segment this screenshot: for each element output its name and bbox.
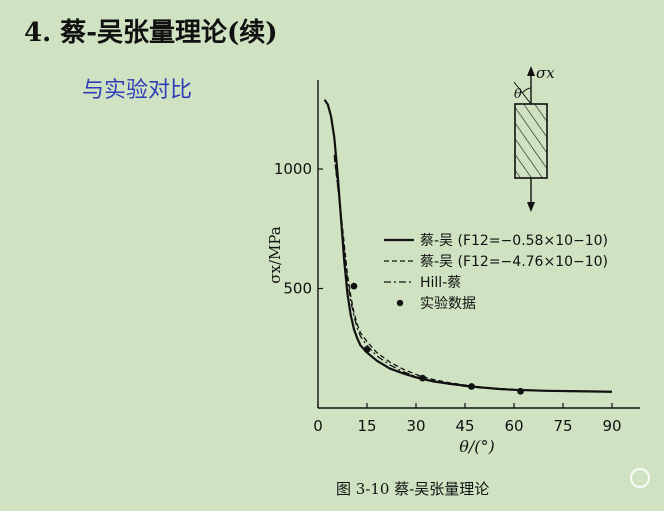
inset-stress-label: σx [536,64,555,82]
inset-angle-label: θ [514,87,522,102]
x-tick-label: 60 [504,417,523,435]
x-tick-label: 30 [406,417,425,435]
series-line-dashdot [333,154,613,393]
x-tick-label: 75 [553,417,572,435]
x-tick-label: 15 [357,417,376,435]
legend: 蔡-吴 (F12=−0.58×10−10) 蔡-吴 (F12=−4.76×10−… [384,233,608,312]
figure-caption: 图 3-10 蔡-吴张量理论 [336,480,489,498]
series-line-dashed [333,156,613,393]
experiment-point [350,282,358,290]
y-axis-label: σx/MPa [266,226,284,284]
specimen-rect [514,103,548,179]
slide-subtitle: 与实验对比 [82,78,193,103]
legend-label-solid: 蔡-吴 (F12=−0.58×10−10) [420,233,608,249]
experiment-point [363,346,371,353]
y-tick-label: 500 [283,280,312,298]
experiment-point [419,374,426,382]
y-tick-label: 1000 [274,160,312,178]
axis-ticks: 0 15 30 45 60 75 90 500 1000 [274,160,622,435]
legend-swatch-points [396,299,404,307]
specimen-inset: σx θ [513,64,555,212]
points-group [350,282,524,395]
experiment-point [517,387,524,395]
slide-title: 4. 蔡-吴张量理论(续) [24,18,278,48]
gear-icon [630,468,650,488]
legend-label-dashdot: Hill-蔡 [420,275,461,291]
legend-label-dashed: 蔡-吴 (F12=−4.76×10−10) [420,254,608,270]
experiment-point [468,383,475,390]
curves-group [323,99,613,393]
x-axis-label: θ/(°) [459,437,495,456]
x-tick-label: 0 [313,417,323,435]
watermark [630,468,654,489]
x-tick-label: 45 [455,417,474,435]
legend-label-points: 实验数据 [420,296,476,312]
x-tick-label: 90 [602,417,621,435]
